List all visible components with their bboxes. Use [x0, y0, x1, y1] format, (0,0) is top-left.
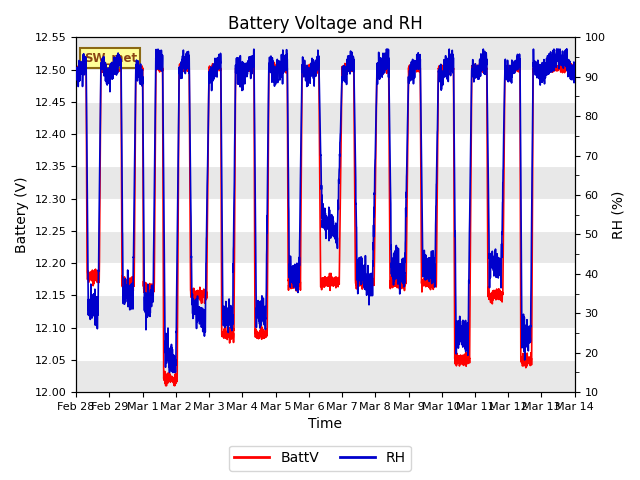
Text: SW_met: SW_met	[84, 51, 137, 64]
Bar	[76, 263, 575, 295]
Bar	[76, 134, 575, 167]
X-axis label: Time: Time	[308, 418, 342, 432]
Title: Battery Voltage and RH: Battery Voltage and RH	[228, 15, 423, 33]
Bar	[76, 328, 575, 360]
Y-axis label: RH (%): RH (%)	[611, 191, 625, 239]
Bar	[76, 199, 575, 231]
Bar	[76, 70, 575, 102]
Legend: BattV, RH: BattV, RH	[229, 445, 411, 471]
Y-axis label: Battery (V): Battery (V)	[15, 177, 29, 253]
